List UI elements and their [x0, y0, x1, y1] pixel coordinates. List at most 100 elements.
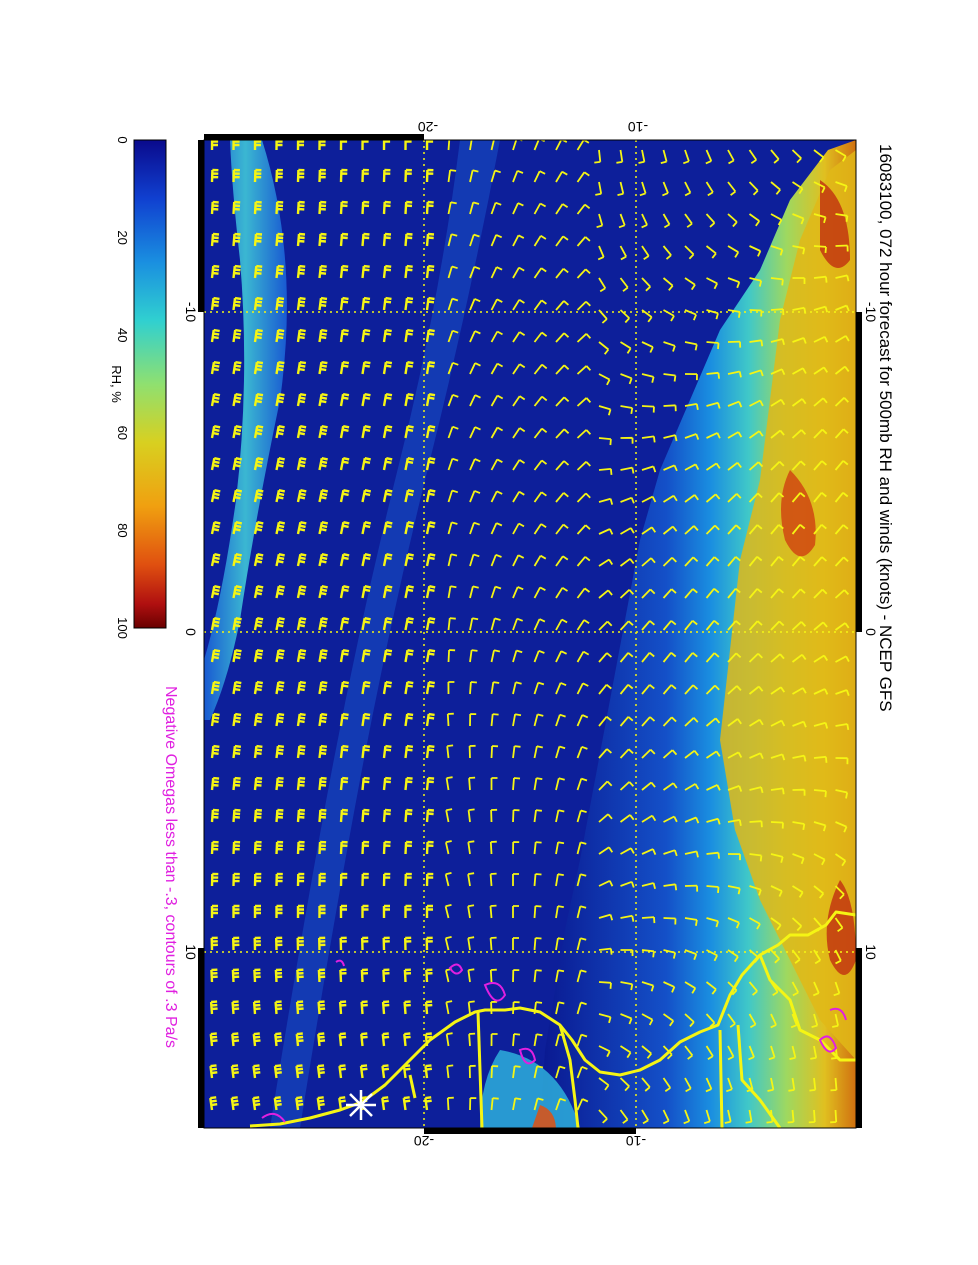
wind-barb — [296, 328, 306, 343]
wind-barb — [404, 489, 415, 503]
wind-barb — [662, 1013, 675, 1027]
wind-barb — [512, 841, 520, 855]
wind-barb — [425, 168, 434, 183]
wind-barb — [662, 245, 672, 260]
wind-barb — [253, 936, 261, 951]
wind-barb — [232, 776, 241, 791]
wind-barb — [576, 873, 587, 887]
wind-barb — [425, 712, 435, 727]
wind-barb — [770, 245, 784, 256]
wind-barb — [490, 617, 501, 631]
wind-barb — [813, 789, 827, 798]
wind-barb — [232, 553, 242, 567]
wind-barb — [724, 1109, 732, 1124]
wind-barb — [555, 1097, 566, 1111]
wind-barb — [533, 777, 543, 791]
wind-barb — [663, 949, 677, 959]
wind-barb — [469, 553, 480, 567]
wind-barb — [619, 716, 634, 727]
wind-barb — [447, 617, 456, 631]
wind-barb — [296, 936, 304, 951]
wind-barb — [770, 885, 783, 897]
wind-barb — [469, 298, 481, 311]
wind-barb — [232, 744, 242, 759]
wind-barb — [404, 617, 414, 631]
wind-barb — [444, 904, 452, 919]
wind-barb — [404, 744, 414, 759]
moist-band-1 — [204, 140, 287, 720]
wind-barb — [641, 373, 655, 383]
wind-barb — [555, 587, 568, 599]
wind-barb — [705, 717, 721, 727]
wind-barb — [705, 588, 720, 599]
wind-barb — [791, 429, 807, 439]
wind-barb — [361, 521, 372, 535]
wind-barb — [727, 785, 743, 792]
wind-barb — [533, 170, 546, 183]
wind-barb — [619, 558, 635, 567]
wind-barb — [811, 1013, 819, 1029]
wind-barb — [404, 140, 412, 151]
omega-contours — [261, 959, 847, 1123]
wind-barb — [382, 361, 393, 375]
wind-barb — [253, 712, 263, 727]
wind-barb — [576, 969, 587, 983]
wind-barb — [253, 744, 263, 759]
wind-barb — [296, 872, 305, 887]
wind-barb — [253, 168, 262, 183]
wind-barb — [662, 782, 678, 791]
wind-barb — [641, 213, 648, 229]
wind-barb — [770, 277, 784, 286]
wind-barb — [296, 296, 306, 311]
wind-barb — [275, 936, 283, 951]
wind-barbs — [209, 140, 850, 1125]
wind-barb — [232, 840, 241, 855]
wind-barb — [275, 680, 285, 695]
wind-barb — [620, 981, 634, 991]
wind-barb — [727, 493, 742, 503]
wind-barb — [512, 427, 526, 439]
wind-barb — [425, 808, 434, 823]
wind-barb — [533, 235, 547, 247]
wind-barb — [296, 425, 307, 439]
wind-barb — [512, 1033, 521, 1047]
wind-barb — [813, 821, 827, 832]
wind-barb — [403, 1000, 411, 1015]
wind-barb — [445, 840, 452, 855]
wind-barb — [210, 968, 218, 983]
wind-barb — [834, 365, 850, 375]
wind-barb — [834, 460, 849, 471]
wind-barb — [770, 368, 786, 376]
wind-barb — [382, 425, 393, 439]
wind-barb — [360, 1032, 368, 1047]
wind-barb — [684, 816, 700, 824]
coastline-africa — [249, 910, 856, 1128]
wind-barb — [792, 687, 807, 695]
wind-barb — [425, 936, 433, 951]
wind-barb — [318, 489, 329, 503]
wind-barb — [339, 744, 349, 759]
wind-barb — [253, 776, 263, 791]
wind-barb — [447, 425, 459, 439]
wind-barb — [533, 1097, 544, 1111]
wind-barb — [576, 333, 592, 343]
right-tick-label: 0 — [863, 628, 879, 636]
wind-barb — [382, 872, 391, 887]
wind-barb — [705, 981, 717, 995]
wind-barb — [360, 1000, 368, 1015]
wind-barb — [663, 341, 676, 352]
wind-barb — [641, 1109, 649, 1125]
wind-barb — [425, 393, 436, 407]
wind-barb — [296, 649, 307, 663]
wind-barb — [727, 213, 738, 228]
wind-barb — [469, 458, 481, 471]
axis-labels: -20 -10 -20 -10 -10 0 10 -10 0 10 — [183, 119, 879, 1149]
wind-barb — [749, 309, 763, 317]
wind-barb — [382, 168, 391, 183]
wind-barb — [490, 201, 502, 215]
wind-barb — [490, 458, 503, 471]
wind-barb — [727, 309, 741, 318]
wind-barb — [232, 457, 242, 471]
wind-barb — [791, 492, 806, 503]
wind-barb — [576, 556, 591, 567]
